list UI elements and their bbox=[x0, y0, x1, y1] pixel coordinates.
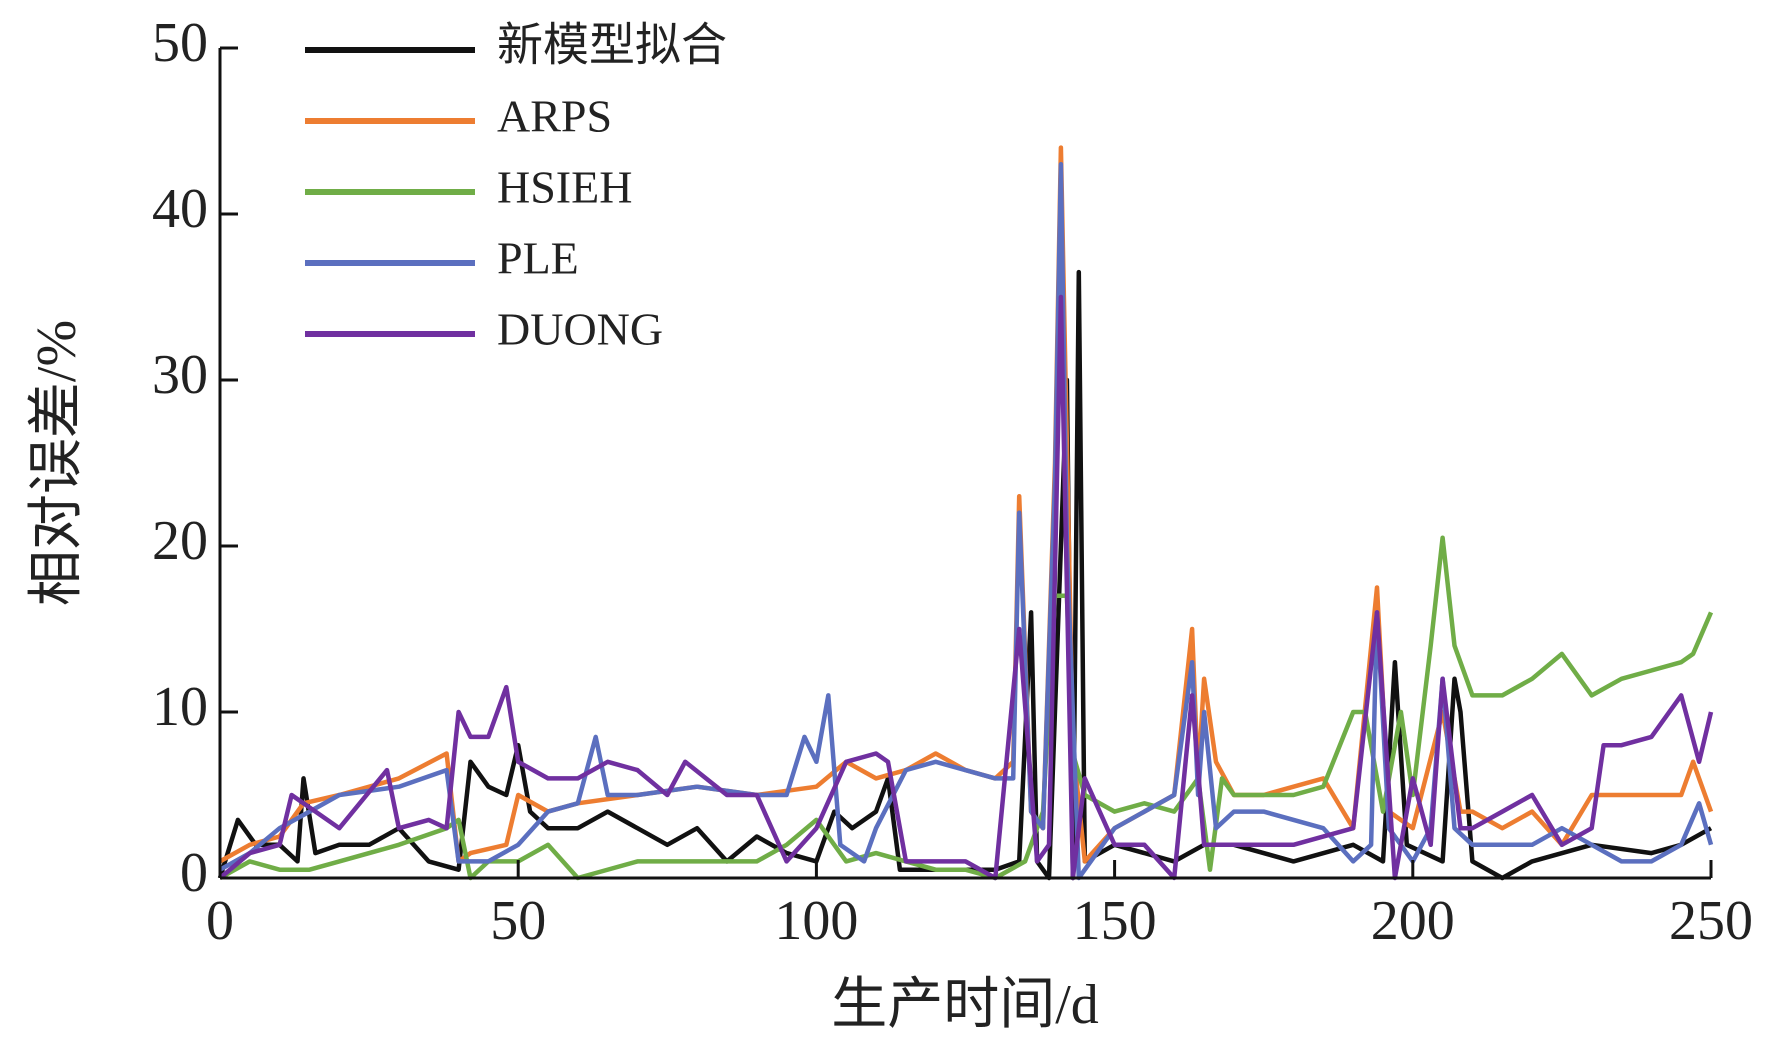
data-line bbox=[217, 269, 1713, 881]
data-line bbox=[218, 145, 1714, 864]
legend-label: 新模型拟合 bbox=[497, 20, 727, 71]
legend-label: DUONG bbox=[497, 304, 663, 355]
data-line bbox=[218, 161, 1714, 881]
x-tick-label: 200 bbox=[1371, 890, 1455, 952]
x-tick-label: 0 bbox=[206, 890, 234, 952]
legend-label: PLE bbox=[497, 233, 579, 284]
y-tick-label: 20 bbox=[152, 510, 208, 572]
x-tick-label: 50 bbox=[490, 890, 546, 952]
y-tick-label: 0 bbox=[180, 842, 208, 904]
legend-label: ARPS bbox=[497, 91, 612, 142]
y-tick-label: 30 bbox=[152, 344, 208, 406]
x-tick-label: 100 bbox=[774, 890, 858, 952]
x-axis-title: 生产时间/d bbox=[831, 974, 1099, 1036]
x-tick-label: 250 bbox=[1669, 890, 1753, 952]
x-tick-label: 150 bbox=[1073, 890, 1157, 952]
y-tick-label: 10 bbox=[152, 676, 208, 738]
y-tick-label: 40 bbox=[152, 178, 208, 240]
y-axis-title: 相对误差/% bbox=[26, 320, 88, 606]
data-line bbox=[218, 294, 1714, 881]
legend-label: HSIEH bbox=[497, 162, 632, 213]
y-tick-label: 50 bbox=[152, 12, 208, 74]
